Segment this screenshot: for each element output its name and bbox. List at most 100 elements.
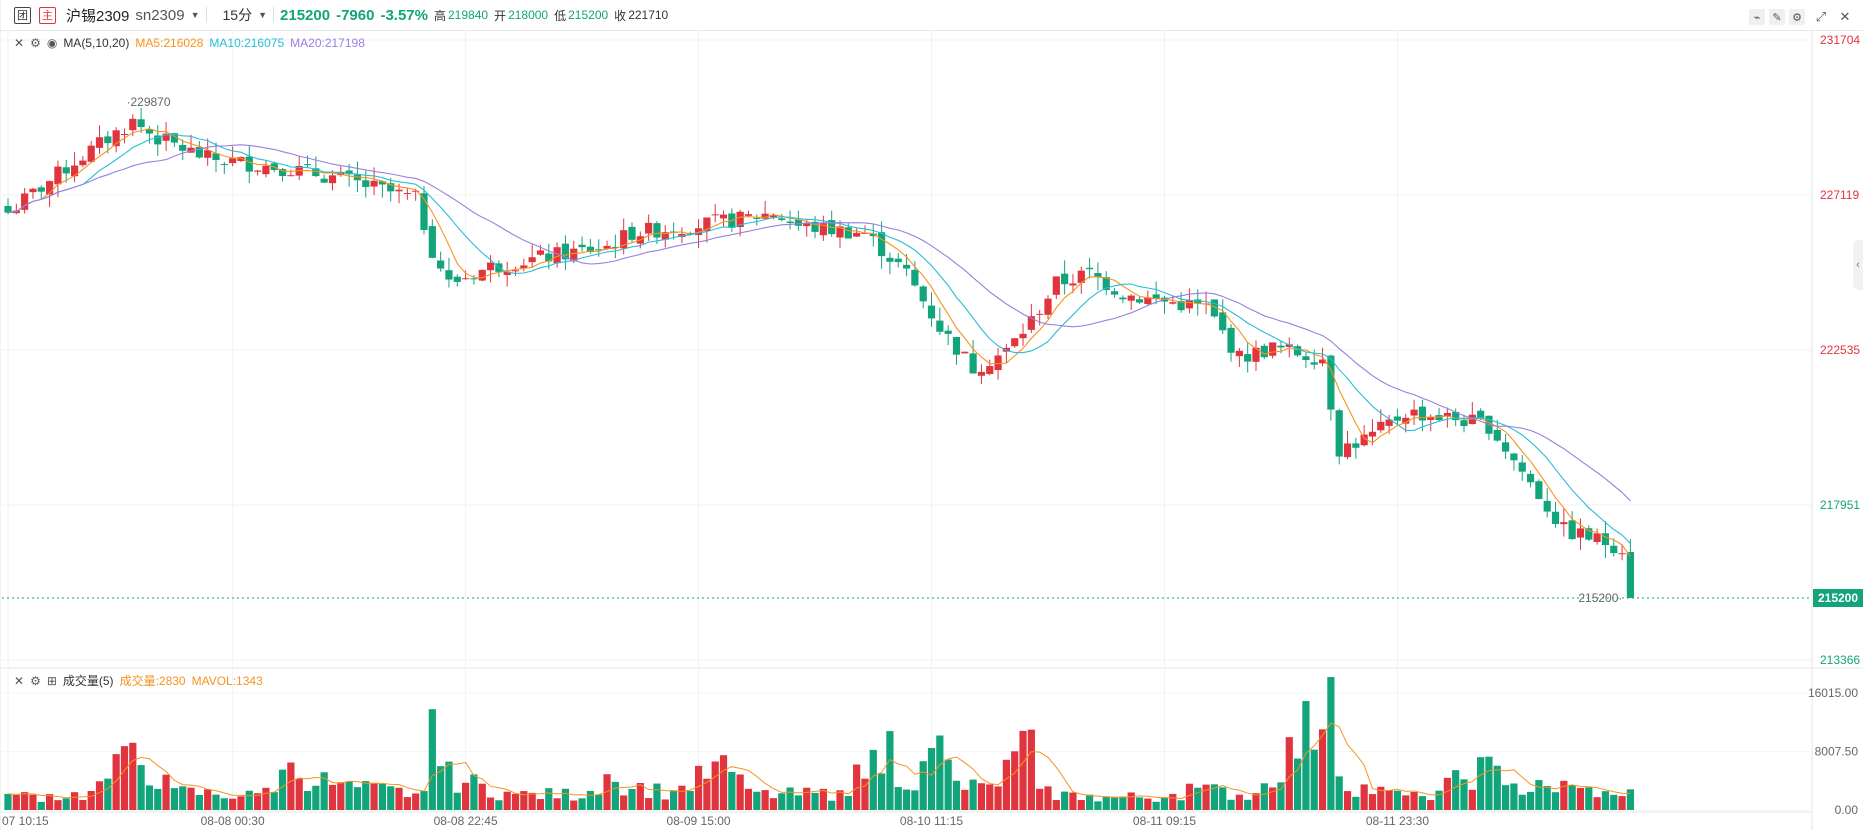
volume-bar [1585, 787, 1593, 810]
volume-bar [811, 792, 819, 810]
volume-bar [204, 789, 212, 810]
candle-body [1610, 545, 1618, 554]
close-volume-icon[interactable]: ✕ [14, 673, 25, 688]
candle-body [1069, 283, 1077, 286]
candle-body [1086, 267, 1094, 270]
period-selector[interactable]: 15分 [222, 7, 253, 23]
candle-body [578, 244, 586, 248]
candle-body [1343, 443, 1352, 458]
volume-bar [553, 798, 561, 810]
candle-body [1052, 276, 1060, 295]
volume-bar [528, 792, 536, 810]
candle-body [1526, 473, 1535, 483]
symbol-code[interactable]: sn2309 [135, 6, 185, 24]
volume-bar [511, 793, 520, 810]
close-label: 收 [614, 8, 627, 23]
candle-body [104, 136, 112, 144]
volume-bar [1252, 793, 1260, 810]
volume-bar [104, 778, 112, 810]
volume-bar [170, 788, 178, 810]
volume-bar [387, 786, 395, 810]
volume-bar [645, 797, 653, 810]
symbol-dropdown-icon[interactable]: ▼ [190, 10, 200, 20]
collapse-panel-icon[interactable]: ‹ [1853, 240, 1863, 290]
volume-bar [1169, 793, 1177, 810]
add-indicator-icon[interactable]: ⊞ [46, 673, 57, 688]
volume-bar [362, 781, 370, 810]
volume-bar [470, 774, 478, 810]
volume-bar [803, 787, 811, 810]
candle-body [927, 305, 936, 319]
candle-body [653, 223, 661, 238]
candle-body [1601, 533, 1610, 546]
candle-body [545, 253, 553, 262]
candle-body [811, 221, 819, 232]
close-indicator-icon[interactable]: ✕ [14, 36, 25, 50]
candle-body [154, 135, 162, 145]
volume-bar [1094, 801, 1102, 810]
volume-bar [1535, 780, 1543, 810]
candle-body [1119, 297, 1127, 300]
candle-body [844, 227, 852, 239]
volume-bar [844, 796, 852, 810]
volume-bar [1435, 790, 1443, 810]
symbol-name[interactable]: 沪锡2309 [66, 7, 130, 25]
candle-body [1443, 412, 1451, 417]
indicator-settings-icon[interactable]: ⚙ [30, 36, 41, 50]
candle-body [1227, 327, 1235, 353]
candle-body [1576, 528, 1585, 538]
eye-icon[interactable]: ◉ [46, 36, 58, 50]
candle-body [1626, 552, 1634, 598]
volume-bar [1568, 785, 1576, 810]
volume-tick-label: 16015.00 [1808, 686, 1858, 700]
group-badge[interactable]: 团 [14, 6, 31, 24]
volume-bar [1160, 797, 1169, 810]
candle-body [1435, 415, 1443, 421]
candle-body [1252, 347, 1260, 362]
volume-bar [1393, 790, 1402, 810]
volume-bar [287, 762, 295, 810]
pen-icon[interactable]: ✎ [1769, 9, 1785, 25]
close-icon[interactable]: ✕ [1839, 9, 1851, 24]
volume-bar [1477, 757, 1485, 810]
candle-body [303, 164, 312, 166]
volume-bar [1618, 796, 1626, 810]
volume-bar [1102, 796, 1110, 810]
volume-bars [4, 677, 1634, 810]
candle-body [836, 226, 844, 238]
candle-body [245, 156, 253, 172]
main-contract-badge[interactable]: 主 [39, 6, 56, 24]
candle-body [62, 167, 70, 174]
volume-bar [162, 774, 170, 810]
volume-bar [628, 789, 636, 810]
candle-body [1036, 313, 1044, 315]
volume-bar [1310, 749, 1318, 810]
candle-body [761, 213, 769, 219]
candle-body [711, 214, 719, 216]
volume-bar [1244, 799, 1252, 810]
volume-bar [919, 761, 927, 810]
expand-icon[interactable]: ⤢ [1815, 9, 1827, 24]
price-change-pct: -3.57% [380, 6, 428, 24]
volume-bar [611, 781, 619, 810]
volume-bar [495, 800, 503, 810]
volume-bar [1119, 796, 1127, 810]
settings-icon[interactable]: ⚙ [1789, 9, 1805, 25]
line-tool-icon[interactable]: ⌁ [1749, 9, 1765, 25]
volume-bar [245, 790, 253, 810]
candle-body [320, 178, 328, 183]
candle-body [1560, 522, 1568, 525]
period-dropdown-icon[interactable]: ▼ [258, 10, 268, 20]
candle-body [1377, 421, 1385, 431]
candle-body [911, 269, 919, 286]
volume-bar [902, 789, 911, 810]
candle-body [878, 232, 886, 257]
candle-body [595, 249, 603, 251]
volume-bar [270, 792, 278, 810]
candle-body [1210, 299, 1218, 317]
candle-body [969, 353, 977, 374]
volume-settings-icon[interactable]: ⚙ [30, 673, 41, 688]
ma10-line [7, 133, 1631, 544]
volume-bar [428, 709, 436, 810]
